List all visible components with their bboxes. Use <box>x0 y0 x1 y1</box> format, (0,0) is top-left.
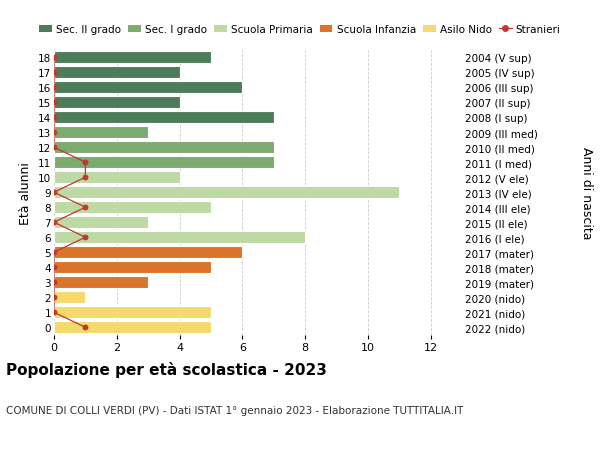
Point <box>49 144 59 151</box>
Point <box>49 69 59 77</box>
Point <box>49 54 59 62</box>
Bar <box>54 142 274 154</box>
Point <box>49 294 59 301</box>
Bar <box>54 112 274 124</box>
Bar <box>54 52 211 64</box>
Bar <box>54 172 179 184</box>
Text: COMUNE DI COLLI VERDI (PV) - Dati ISTAT 1° gennaio 2023 - Elaborazione TUTTITALI: COMUNE DI COLLI VERDI (PV) - Dati ISTAT … <box>6 405 463 415</box>
Bar <box>54 246 242 259</box>
Point <box>49 189 59 196</box>
Point <box>49 84 59 92</box>
Point <box>80 204 90 212</box>
Bar <box>54 232 305 244</box>
Bar <box>54 202 211 214</box>
Point <box>80 159 90 167</box>
Point <box>49 264 59 271</box>
Bar <box>54 82 242 94</box>
Point <box>49 129 59 136</box>
Point <box>49 249 59 257</box>
Text: Popolazione per età scolastica - 2023: Popolazione per età scolastica - 2023 <box>6 361 327 377</box>
Legend: Sec. II grado, Sec. I grado, Scuola Primaria, Scuola Infanzia, Asilo Nido, Stran: Sec. II grado, Sec. I grado, Scuola Prim… <box>40 25 560 35</box>
Y-axis label: Anni di nascita: Anni di nascita <box>580 146 593 239</box>
Point <box>80 234 90 241</box>
Point <box>49 114 59 122</box>
Bar <box>54 291 85 304</box>
Bar <box>54 262 211 274</box>
Bar <box>54 97 179 109</box>
Bar <box>54 217 148 229</box>
Bar <box>54 157 274 169</box>
Bar <box>54 67 179 79</box>
Point <box>80 324 90 331</box>
Point <box>49 309 59 316</box>
Bar <box>54 321 211 334</box>
Point <box>49 99 59 106</box>
Bar <box>54 276 148 289</box>
Point <box>49 219 59 226</box>
Bar <box>54 187 399 199</box>
Bar <box>54 127 148 139</box>
Y-axis label: Età alunni: Età alunni <box>19 162 32 224</box>
Bar <box>54 307 211 319</box>
Point <box>80 174 90 181</box>
Point <box>49 279 59 286</box>
